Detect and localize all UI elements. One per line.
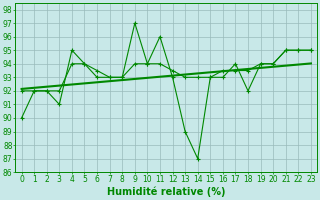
X-axis label: Humidité relative (%): Humidité relative (%) bbox=[107, 187, 226, 197]
